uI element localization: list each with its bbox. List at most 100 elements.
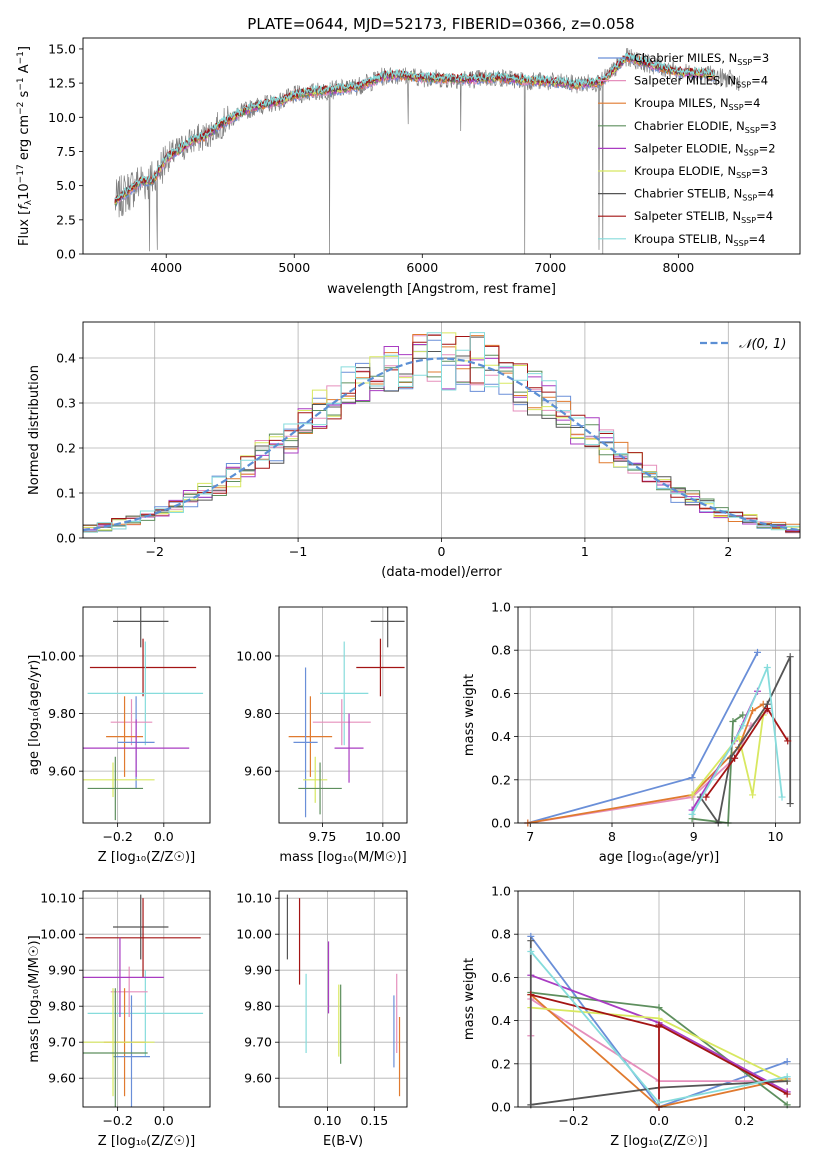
x-tick-label: −1 [289, 544, 307, 559]
x-axis-label: Z [log₁₀(Z/Z☉)] [98, 850, 195, 865]
mass-weight-marker [729, 717, 737, 725]
mass-weight-marker [749, 791, 757, 799]
y-tick-label: 1.0 [491, 600, 511, 615]
y-tick-label: 10.00 [40, 648, 76, 663]
y-axis-label-part: −2 [16, 102, 26, 115]
y-tick-label: 10.00 [40, 927, 76, 942]
mass-weight-marker [778, 793, 786, 801]
mass-weight-marker [702, 793, 710, 801]
mass-weight-marker [655, 1004, 663, 1012]
axes-frame [517, 606, 801, 824]
mass-weight-line [699, 656, 792, 823]
mass-weight-marker [655, 1014, 663, 1022]
legend-model-name: Kroupa STELIB, N [634, 232, 734, 246]
x-tick-label: 0 [438, 544, 446, 559]
mass-weight-marker [739, 711, 747, 719]
y-tick-label: 15.0 [48, 41, 76, 56]
x-tick-label: −2 [145, 544, 163, 559]
axes-layer: 4000 5000 6000 7000 80000.02.55.07.510.012.5… [16, 37, 801, 1149]
mass-weight-marker [688, 774, 696, 782]
mass-weight-marker [527, 937, 535, 945]
mass-weight-marker [763, 663, 771, 671]
x-axis-label: Z [log₁₀(Z/Z☉)] [98, 1134, 195, 1149]
legend-entry: Salpeter ELODIE, NSSP=2 [634, 141, 776, 157]
x-axis-label: wavelength [Angstrom, rest frame] [327, 282, 556, 297]
y-tick-label: 9.90 [244, 963, 272, 978]
x-tick-label: 9 [690, 829, 698, 844]
y-tick-label: 0.6 [491, 686, 511, 701]
legend-nssp: =4 [756, 209, 773, 223]
y-tick-label: 7.5 [56, 144, 76, 159]
mass-weight-marker [688, 791, 696, 799]
y-tick-label: 0.0 [56, 531, 76, 546]
age-vs-Z-panel: −0.2 0.0 9.60 9.80 10.00 Z [log₁₀(Z/Z☉)] age [… [27, 606, 211, 865]
legend-entry: Kroupa STELIB, NSSP=4 [634, 232, 765, 248]
mass-weight-marker [739, 722, 747, 730]
mass-weight-marker [527, 947, 535, 955]
y-tick-label: 1.0 [491, 884, 511, 899]
x-tick-label: 6000 [406, 260, 438, 275]
x-tick-label: 7000 [534, 260, 566, 275]
legend-model-name: Kroupa MILES, N [634, 96, 729, 110]
axes-frame [82, 37, 801, 255]
x-tick-label: 8 [608, 829, 616, 844]
y-axis-label-part: A [17, 64, 32, 77]
y-tick-label: 0.2 [491, 772, 511, 787]
legend-subscript: SSP [736, 171, 751, 180]
y-tick-label: 9.70 [244, 1035, 272, 1050]
legend-entry: Chabrier ELODIE, NSSP=3 [634, 119, 777, 135]
mass-weight-marker [731, 754, 739, 762]
legend-entry: Salpeter MILES, NSSP=4 [634, 74, 768, 90]
x-tick-label: 0.0 [649, 1113, 669, 1128]
y-tick-label: 0.3 [56, 396, 76, 411]
y-tick-label: 0.4 [56, 351, 76, 366]
legend-subscript: SSP [734, 239, 749, 248]
x-axis-label: (data-model)/error [381, 565, 502, 580]
legend-model-name: Kroupa ELODIE, N [634, 164, 736, 178]
y-tick-label: 10.0 [48, 110, 76, 125]
legend-nssp: =4 [744, 96, 761, 110]
axes-frame [82, 606, 211, 824]
legend-model-name: Salpeter MILES, N [634, 74, 736, 88]
x-tick-label: 2 [724, 544, 732, 559]
y-tick-label: 2.5 [56, 212, 76, 227]
legend-nssp: =3 [752, 51, 769, 65]
legend-entry: 𝒩(0, 1) [739, 337, 786, 352]
y-tick-label: 0.1 [56, 486, 76, 501]
y-tick-label: 9.80 [48, 999, 76, 1014]
legend-entry: Kroupa ELODIE, NSSP=3 [634, 164, 768, 180]
legend-entry: Salpeter STELIB, NSSP=4 [634, 209, 773, 225]
axes-frame [82, 890, 211, 1108]
massweight-vs-Z-panel: −0.2 0.0 0.2 0.0 0.2 0.4 0.6 0.8 1.0 Z [log₁₀(Z/Z… [462, 884, 801, 1149]
mass-weight-line [691, 714, 765, 796]
legend-nssp: =4 [757, 187, 774, 201]
mass-weight-line [705, 706, 789, 798]
age-vs-mass-panel: 9.75 10.00 9.60 9.80 10.00 mass [log₁₀(M/M☉)] [236, 606, 408, 865]
residuals-panel: −2 −1 0 1 2 0.0 0.1 0.2 0.3 0.4 (data-model)/error… [27, 321, 801, 580]
legend-entry: Chabrier MILES, NSSP=3 [634, 51, 769, 67]
y-axis-label: mass weight [462, 674, 477, 756]
legend-model-name: Chabrier ELODIE, N [634, 119, 745, 133]
y-tick-label: 10.10 [40, 891, 76, 906]
y-tick-label: 9.60 [48, 764, 76, 779]
y-axis-label: mass weight [462, 958, 477, 1040]
massweight-vs-age-panel: 7 8 9 10 0.0 0.2 0.4 0.6 0.8 1.0 age [log₁₀(age/yr… [462, 600, 801, 865]
y-axis-label: age [log₁₀(age/yr)] [27, 655, 42, 776]
x-tick-label: 10 [768, 829, 784, 844]
y-tick-label: 9.60 [48, 1071, 76, 1086]
mass-weight-line [529, 940, 788, 1106]
y-tick-label: 9.80 [48, 706, 76, 721]
x-tick-label: 0.0 [154, 829, 174, 844]
mass-weight-line [530, 935, 788, 1107]
mass-weight-line [691, 714, 744, 823]
y-tick-label: 9.80 [244, 706, 272, 721]
legend-nssp: =2 [759, 141, 776, 155]
legend-subscript: SSP [729, 103, 744, 112]
axes-frame [278, 890, 408, 1108]
mass-weight-marker [527, 991, 535, 999]
x-tick-label: −0.2 [558, 1113, 588, 1128]
y-axis-label: mass [log₁₀(M/M☉)] [27, 935, 42, 1062]
y-tick-label: 12.5 [48, 76, 76, 91]
y-axis-label-part: erg cm [17, 115, 32, 164]
